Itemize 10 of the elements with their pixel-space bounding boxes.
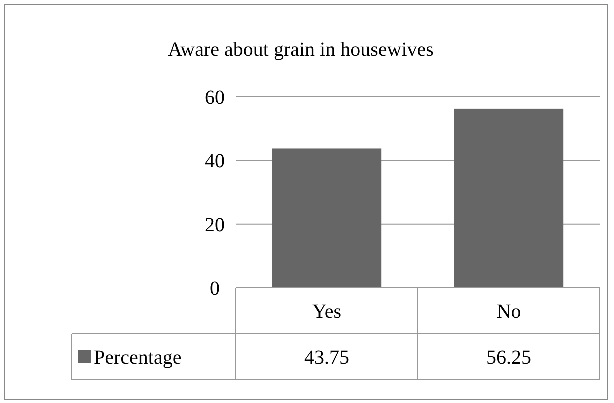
chart-title: Aware about grain in housewives	[168, 39, 434, 61]
data-label: 56.25	[486, 347, 532, 369]
data-label: 43.75	[304, 347, 350, 369]
x-tick-label: No	[496, 301, 522, 323]
x-tick-label: Yes	[312, 301, 342, 323]
legend-label: Percentage	[94, 347, 182, 369]
y-tick-label: 40	[205, 150, 225, 173]
y-tick-label: 0	[210, 278, 220, 300]
y-tick-label: 60	[205, 87, 225, 109]
y-tick-label: 20	[205, 214, 225, 236]
